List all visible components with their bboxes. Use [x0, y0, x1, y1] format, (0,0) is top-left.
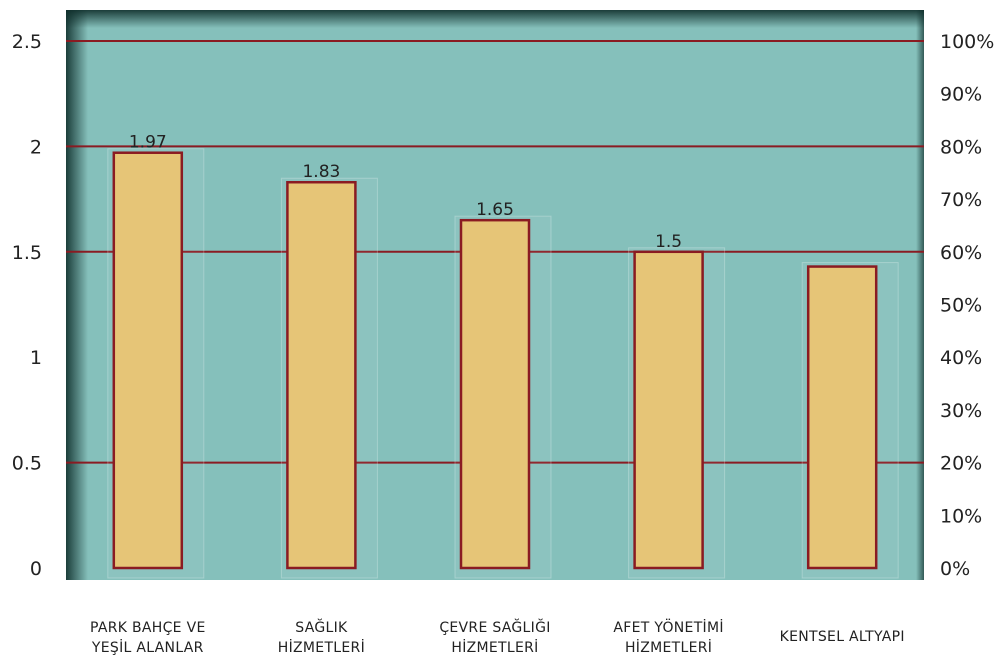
y2-tick-label: 40%	[940, 347, 982, 369]
data-label: 1.97	[129, 133, 167, 153]
bar	[806, 265, 878, 570]
y2-tick-label: 10%	[940, 505, 982, 527]
bar	[459, 218, 531, 570]
data-label: 1.65	[476, 200, 514, 220]
bar	[633, 250, 704, 570]
y-tick-label: 2	[30, 136, 42, 158]
plot-shade-left	[66, 10, 88, 580]
y2-tick-label: 80%	[940, 136, 982, 158]
y-tick-label: 2.5	[12, 31, 42, 53]
y2-tick-label: 60%	[940, 242, 982, 264]
y-axis-left: 0 0.5 1 1.5 2 2.5	[12, 31, 42, 580]
y2-tick-label: 70%	[940, 189, 982, 211]
x-tick-label: HİZMETLERİ	[278, 638, 365, 656]
y-tick-label: 0	[30, 558, 42, 580]
y-tick-label: 1	[30, 347, 42, 369]
x-tick-label: SAĞLIK	[295, 618, 348, 636]
y-tick-label: 1.5	[12, 242, 42, 264]
x-tick-label: KENTSEL ALTYAPI	[780, 629, 905, 645]
x-tick-label: YEŞİL ALANLAR	[91, 638, 204, 656]
bar	[286, 180, 357, 570]
plot-shade-right	[916, 10, 924, 580]
data-label: 1.5	[655, 232, 682, 252]
y-axis-right: 0% 10% 20% 30% 40% 50% 60% 70% 80% 90% 100%	[940, 31, 994, 580]
y2-tick-label: 90%	[940, 84, 982, 106]
y-tick-label: 0.5	[12, 453, 42, 475]
data-label: 1.83	[302, 162, 340, 182]
y2-tick-label: 20%	[940, 453, 982, 475]
plot-shade-top	[66, 10, 924, 28]
bars	[107, 148, 899, 579]
x-axis: PARK BAHÇE VE YEŞİL ALANLAR SAĞLIK HİZMETLE…	[90, 618, 905, 656]
data-labels: 1.97 1.83 1.65 1.5	[129, 133, 682, 252]
x-tick-label: ÇEVRE SAĞLIĞI	[439, 618, 550, 636]
bar	[112, 151, 184, 570]
x-tick-label: PARK BAHÇE VE	[90, 620, 206, 636]
y2-tick-label: 50%	[940, 295, 982, 317]
gridlines	[66, 40, 924, 464]
y2-tick-label: 100%	[940, 31, 994, 53]
x-tick-label: AFET YÖNETİMİ	[613, 618, 723, 636]
x-tick-label: HİZMETLERİ	[451, 638, 538, 656]
y2-tick-label: 30%	[940, 400, 982, 422]
y2-tick-label: 0%	[940, 558, 970, 580]
x-tick-label: HİZMETLERİ	[625, 638, 712, 656]
